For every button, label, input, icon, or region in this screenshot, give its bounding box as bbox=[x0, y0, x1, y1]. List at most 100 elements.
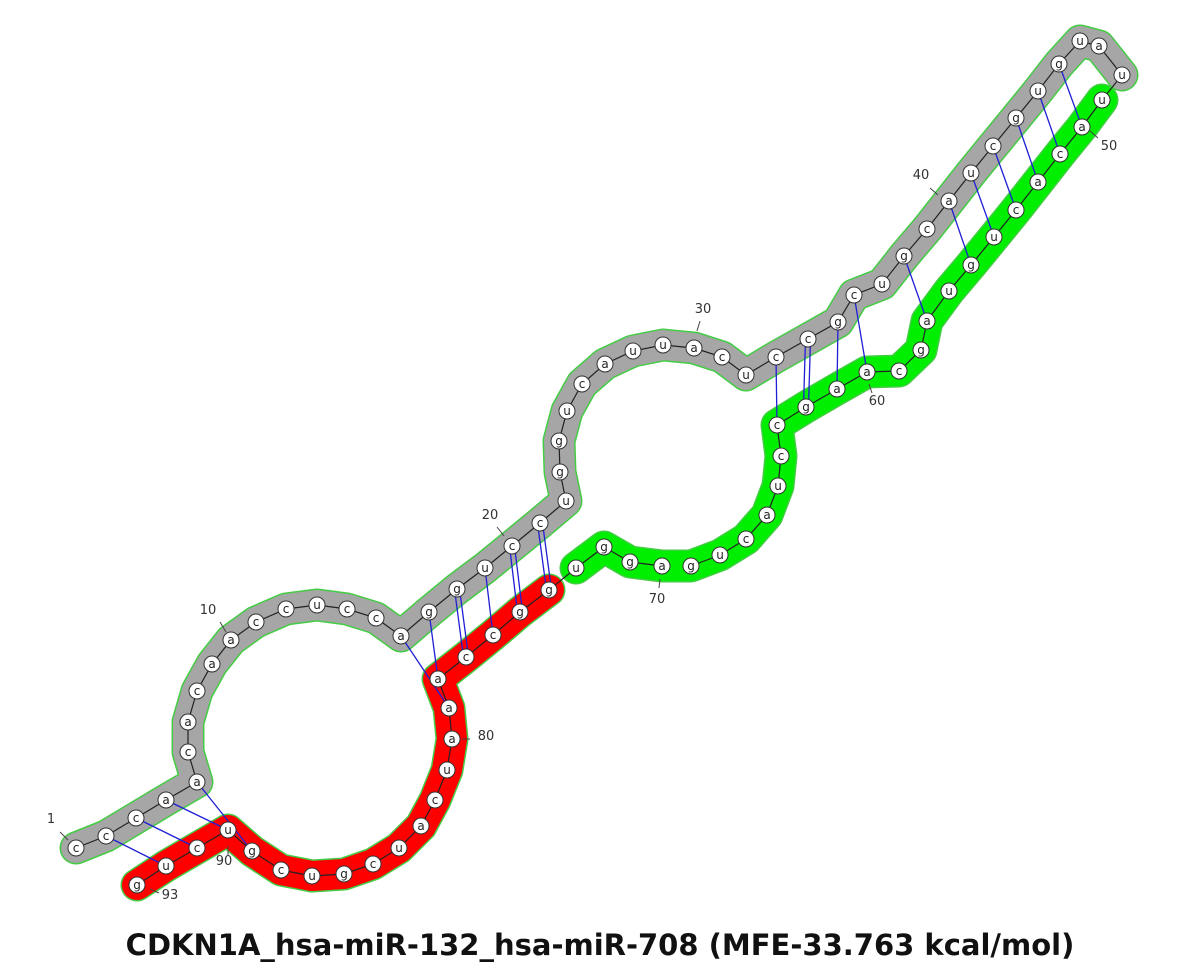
nucleotide-letter: c bbox=[490, 628, 497, 642]
nucleotide-node bbox=[219, 821, 237, 839]
nucleotide-node bbox=[890, 362, 908, 380]
nucleotide-node bbox=[1051, 145, 1069, 163]
nucleotide-letter: g bbox=[545, 583, 553, 597]
nucleotide-node bbox=[188, 682, 206, 700]
nucleotide-letter: g bbox=[425, 605, 433, 619]
nucleotide-letter: a bbox=[445, 701, 452, 715]
nucleotide-letter: c bbox=[370, 857, 377, 871]
position-tick bbox=[59, 831, 69, 841]
nucleotide-node bbox=[303, 867, 321, 885]
nucleotide-node bbox=[962, 256, 980, 274]
nucleotide-node bbox=[338, 600, 356, 618]
nucleotide-letter: a bbox=[448, 732, 455, 746]
nucleotide-node bbox=[799, 330, 817, 348]
nucleotide-letter: u bbox=[1034, 84, 1042, 98]
nucleotide-letter: c bbox=[896, 364, 903, 378]
position-label: 10 bbox=[200, 603, 217, 618]
nucleotide-letter: g bbox=[626, 555, 634, 569]
position-tick bbox=[149, 888, 160, 894]
nucleotide-node bbox=[476, 559, 494, 577]
nucleotide-node bbox=[797, 398, 815, 416]
nucleotide-letter: g bbox=[834, 315, 842, 329]
nucleotide-node bbox=[429, 670, 447, 688]
nucleotide-letter: u bbox=[716, 548, 724, 562]
nucleotide-letter: u bbox=[563, 404, 571, 418]
position-label: 40 bbox=[913, 168, 930, 183]
nucleotide-node bbox=[157, 857, 175, 875]
nucleotide-node bbox=[596, 355, 614, 373]
nucleotide-node bbox=[157, 791, 175, 809]
nucleotide-node bbox=[367, 609, 385, 627]
nucleotide-letter: g bbox=[133, 878, 141, 892]
nucleotide-letter: u bbox=[562, 494, 570, 508]
nucleotide-letter: c bbox=[579, 377, 586, 391]
nucleotide-node bbox=[984, 137, 1002, 155]
nucleotide-node bbox=[558, 402, 576, 420]
nucleotide-node bbox=[895, 247, 913, 265]
base-pair-line bbox=[135, 817, 198, 849]
nucleotide-letter: c bbox=[805, 332, 812, 346]
position-label: 20 bbox=[482, 508, 499, 523]
nucleotide-node bbox=[308, 596, 326, 614]
nucleotide-node bbox=[1073, 118, 1091, 136]
base-pair-lines bbox=[105, 63, 1083, 867]
nucleotide-letter: u bbox=[1098, 93, 1106, 107]
nucleotide-node bbox=[412, 817, 430, 835]
nucleotide-letter: c bbox=[1057, 147, 1064, 161]
nucleotide-node bbox=[912, 341, 930, 359]
nucleotide-node bbox=[1093, 91, 1111, 109]
position-label: 70 bbox=[649, 592, 666, 607]
nucleotide-node bbox=[128, 876, 146, 894]
nucleotide-node bbox=[985, 228, 1003, 246]
nucleotide-node bbox=[828, 380, 846, 398]
position-label: 90 bbox=[216, 854, 233, 869]
nucleotide-node bbox=[829, 313, 847, 331]
nucleotide-node bbox=[1113, 66, 1131, 84]
nucleotide-node bbox=[713, 348, 731, 366]
nucleotide-letter: c bbox=[185, 745, 192, 759]
nucleotide-letter: a bbox=[945, 194, 952, 208]
nucleotide-node bbox=[420, 603, 438, 621]
nucleotide-letter: g bbox=[900, 249, 908, 263]
nucleotide-node bbox=[550, 432, 568, 450]
nucleotide-letter: a bbox=[763, 508, 770, 522]
position-tick bbox=[1089, 130, 1099, 139]
nucleotide-node bbox=[243, 842, 261, 860]
nucleotide-node bbox=[277, 600, 295, 618]
nucleotide-letter: a bbox=[227, 633, 234, 647]
nucleotide-letter: c bbox=[990, 139, 997, 153]
base-pair-line bbox=[1037, 90, 1061, 155]
nucleotide-node bbox=[440, 699, 458, 717]
nucleotide-node bbox=[962, 164, 980, 182]
nucleotide-node bbox=[653, 557, 671, 575]
nucleotide-node bbox=[127, 809, 145, 827]
position-tick bbox=[658, 578, 661, 589]
nucleotide-letter: g bbox=[340, 867, 348, 881]
nucleotide-letter: u bbox=[313, 598, 321, 612]
base-pair-line bbox=[948, 200, 972, 266]
base-pair-line bbox=[165, 799, 229, 831]
nucleotide-letter: u bbox=[774, 479, 782, 493]
nucleotide-letter: c bbox=[133, 811, 140, 825]
position-label: 60 bbox=[869, 394, 886, 409]
nucleotide-node bbox=[1029, 82, 1047, 100]
nucleotide-letter: a bbox=[863, 365, 870, 379]
nucleotide-node bbox=[918, 220, 936, 238]
base-pair-line bbox=[970, 172, 995, 238]
nucleotide-letter: u bbox=[742, 368, 750, 382]
nucleotide-node bbox=[540, 581, 558, 599]
base-pair-line bbox=[775, 356, 778, 426]
nucleotide-letter: g bbox=[802, 400, 810, 414]
nucleotide-letter: u bbox=[1076, 34, 1084, 48]
base-pair-line bbox=[807, 339, 812, 408]
nucleotide-letter: a bbox=[434, 672, 441, 686]
nucleotide-node bbox=[573, 375, 591, 393]
nucleotide-letter: g bbox=[967, 258, 975, 272]
nucleotide-node bbox=[484, 626, 502, 644]
nucleotide-node bbox=[511, 603, 529, 621]
nucleotide-node bbox=[457, 648, 475, 666]
nucleotide-letter: c bbox=[537, 516, 544, 530]
nucleotide-node bbox=[772, 447, 790, 465]
position-label: 30 bbox=[695, 302, 712, 317]
base-pair-line bbox=[992, 145, 1017, 211]
